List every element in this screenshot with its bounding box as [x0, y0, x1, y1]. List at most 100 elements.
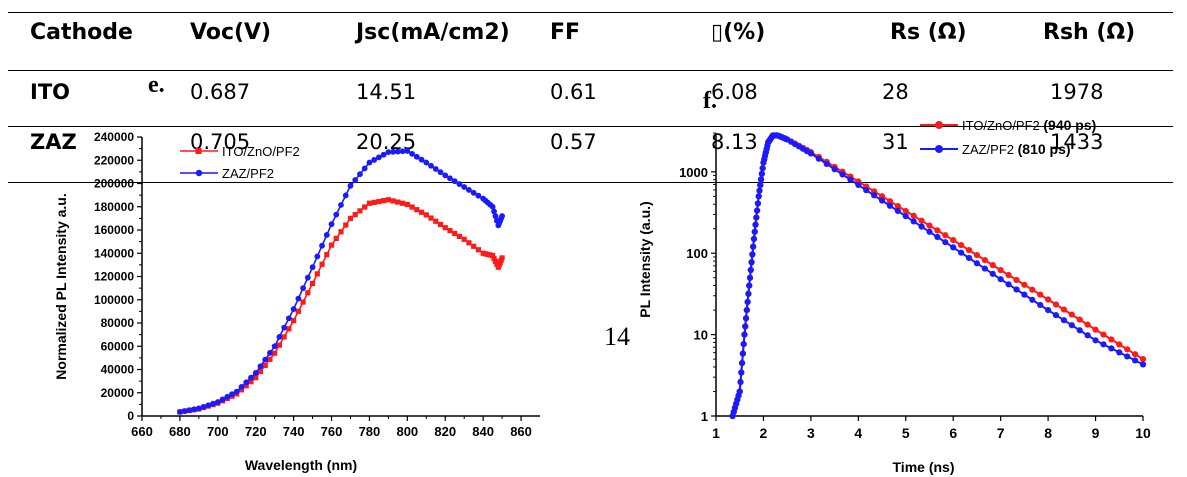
f-series-ito-point [1021, 281, 1028, 288]
e-series-ito-point [253, 375, 259, 381]
e-series-ito-point [324, 252, 330, 258]
f-series-ito-point [1060, 306, 1068, 313]
f-series-zaz-point [847, 176, 854, 183]
f-series-zaz-point [754, 207, 761, 214]
e-series-ito-point [319, 261, 325, 267]
e-series-zaz-point [323, 232, 330, 238]
f-series-zaz-point [751, 228, 758, 235]
e-series-ito-point [286, 326, 292, 332]
e-legend-zaz-text: ZAZ/PF2 [222, 166, 274, 181]
f-series-zaz-point [750, 243, 757, 250]
f-x-tick-label: 1 [712, 425, 720, 441]
e-series-zaz-point [295, 295, 302, 302]
f-series-ito-point [926, 222, 933, 229]
e-series-ito-point [295, 308, 301, 314]
e-series-zaz-point [328, 221, 335, 228]
f-series-zaz-point [1021, 291, 1028, 298]
f-y-tick-label: 1000 [679, 165, 708, 180]
f-series-zaz-point [1013, 286, 1020, 293]
e-series-ito-point [371, 199, 377, 205]
f-series-zaz-point [894, 207, 901, 215]
f-legend-ito-name: ITO/ZnO/PF2 [962, 118, 1043, 133]
e-series-zaz-point [399, 148, 406, 155]
f-series-ito-point [902, 207, 909, 215]
e-series-zaz-point [380, 151, 387, 158]
f-series-zaz-point [743, 307, 750, 314]
f-series-ito-point [950, 236, 957, 244]
e-series-ito-point [466, 240, 472, 246]
e-series-ito-point [492, 258, 499, 264]
f-series-zaz-point [839, 171, 846, 178]
f-series-zaz-point [737, 378, 744, 386]
e-series-zaz-point [252, 370, 259, 376]
e-x-tick-label: 660 [131, 424, 153, 439]
f-series-ito-point [1092, 326, 1099, 333]
f-series-zaz-point [981, 265, 988, 272]
f-series-zaz-point [1052, 312, 1060, 319]
f-series-zaz-point [755, 193, 762, 200]
e-series-ito-point [305, 290, 311, 296]
f-series-zaz-point [1108, 345, 1115, 352]
row-ito-jsc: 14.51 [356, 80, 417, 104]
f-series-ito-point [997, 267, 1004, 274]
f-series-zaz-point [746, 282, 753, 289]
e-series-zaz-point [394, 148, 401, 155]
e-series-zaz-point [219, 396, 226, 403]
e-series-zaz-point [461, 184, 468, 190]
f-series-zaz-point [1060, 317, 1068, 324]
f-legend-ito-marker [935, 121, 943, 129]
e-series-zaz-point [475, 192, 482, 199]
f-y-axis-title: PL Intensity (a.u.) [637, 201, 653, 317]
f-series-zaz-line [731, 134, 1144, 417]
e-x-tick-label: 820 [434, 424, 456, 439]
f-series-ito-point [1029, 286, 1036, 293]
f-series-zaz-point [746, 274, 754, 281]
e-x-tick-label: 860 [510, 424, 532, 439]
f-series-ito-point [886, 198, 894, 205]
e-series-ito-point [390, 198, 396, 204]
e-series-ito-point [423, 212, 429, 218]
e-y-tick-label: 160000 [94, 223, 134, 237]
e-series-zaz-point [423, 159, 430, 166]
row-ito-efficiency: 6.08 [711, 80, 758, 104]
f-series-ito-point [958, 241, 965, 249]
f-series-zaz-point [878, 197, 886, 204]
e-series-zaz-point [491, 208, 497, 215]
f-x-tick-label: 4 [854, 425, 862, 441]
f-series-ito-point [1108, 336, 1115, 343]
f-x-tick-label: 9 [1092, 425, 1100, 441]
e-series-ito-point [395, 199, 401, 205]
e-series-zaz-point [186, 407, 193, 414]
f-series-ito-point [989, 262, 996, 269]
e-series-ito-point [333, 235, 339, 242]
f-series-ito-point [878, 193, 886, 200]
e-series-zaz-point [271, 343, 278, 350]
e-series-ito-point [471, 243, 477, 249]
e-y-tick-label: 140000 [94, 246, 134, 260]
row-zaz-cathode: ZAZ [30, 130, 77, 154]
f-series-zaz-point [738, 369, 745, 376]
f-x-tick-label: 5 [902, 425, 910, 441]
f-series-zaz-point [757, 176, 765, 183]
e-series-ito-point [328, 242, 335, 248]
e-series-zaz-point [338, 202, 344, 208]
e-series-zaz-point [342, 192, 349, 199]
e-series-ito-point [347, 215, 354, 221]
e-series-zaz-point [333, 211, 340, 218]
f-x-tick-label: 8 [1044, 425, 1052, 441]
f-series-ito-point [1116, 341, 1123, 348]
f-x-tick-label: 10 [1135, 425, 1151, 441]
e-series-ito-point [300, 299, 306, 305]
e-series-ito-point [499, 255, 505, 261]
f-series-zaz-point [1076, 327, 1083, 334]
f-series-zaz-point [749, 251, 756, 258]
f-x-tick-label: 3 [807, 425, 815, 441]
e-series-ito-point [428, 215, 434, 221]
row-ito-cathode: ITO [30, 80, 70, 104]
e-series-zaz-point [347, 182, 354, 189]
header-ff: FF [550, 20, 581, 45]
f-y-tick-label: 100 [686, 246, 708, 261]
e-series-zaz-line [179, 150, 503, 413]
f-series-zaz-point [736, 388, 743, 395]
f-series-zaz-point [750, 235, 758, 242]
